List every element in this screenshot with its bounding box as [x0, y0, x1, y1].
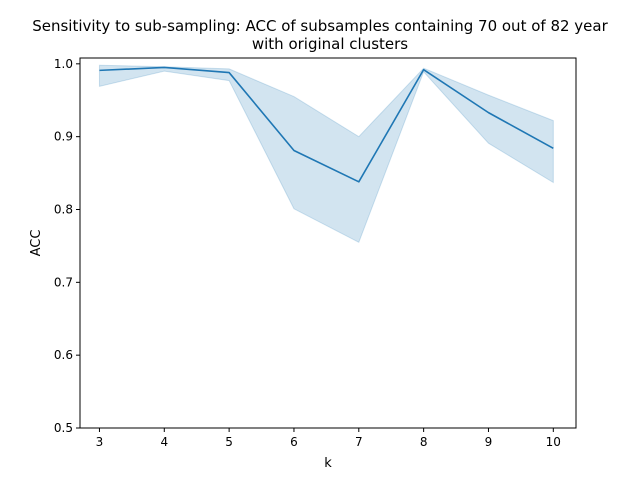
x-tick-label-7: 7 — [355, 435, 363, 449]
chart-title-line2: with original clusters — [252, 35, 408, 53]
data-point-k3 — [98, 69, 100, 71]
plot-area: 3 4 5 6 7 8 9 10 0.5 0.6 0.7 0.8 0.9 1.0 — [54, 57, 577, 449]
data-point-k7 — [358, 181, 360, 183]
x-tick-label-3: 3 — [96, 435, 104, 449]
y-tick-label-0.9: 0.9 — [54, 130, 73, 144]
y-tick-label-0.5: 0.5 — [54, 421, 73, 435]
confidence-band-0 — [98, 64, 554, 243]
data-point-k6 — [293, 150, 295, 152]
x-tick-label-10: 10 — [546, 435, 561, 449]
data-point-k10 — [552, 147, 554, 149]
series-line-0 — [99, 66, 554, 183]
data-point-k8 — [423, 69, 425, 71]
data-point-k9 — [487, 112, 489, 114]
chart-title-line1: Sensitivity to sub-sampling: ACC of subs… — [32, 17, 608, 35]
y-tick-label-0.7: 0.7 — [54, 275, 73, 289]
y-tick-label-0.6: 0.6 — [54, 348, 73, 362]
plot-frame — [79, 57, 577, 429]
y-tick-label-0.8: 0.8 — [54, 202, 73, 216]
x-tick-label-8: 8 — [420, 435, 428, 449]
y-tick-label-1.0: 1.0 — [54, 57, 73, 71]
x-axis-label: k — [324, 456, 332, 471]
y-axis-label: ACC — [29, 230, 44, 257]
x-tick-label-4: 4 — [160, 435, 168, 449]
x-tick-label-9: 9 — [485, 435, 493, 449]
x-tick-label-6: 6 — [290, 435, 298, 449]
x-tick-label-5: 5 — [225, 435, 233, 449]
data-point-k4 — [163, 66, 165, 68]
data-point-k5 — [228, 72, 230, 74]
